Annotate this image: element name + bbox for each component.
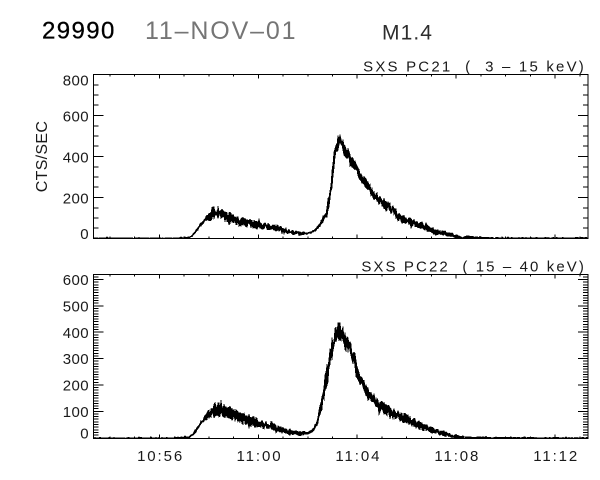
svg-text:200: 200: [63, 191, 89, 208]
svg-text:10:56: 10:56: [137, 448, 184, 465]
svg-text:SXS PC21 ( 3 – 15 keV): SXS PC21 ( 3 – 15 keV): [363, 59, 586, 76]
svg-text:0: 0: [80, 226, 89, 243]
svg-text:0: 0: [80, 426, 89, 443]
svg-text:CTS/SEC: CTS/SEC: [34, 121, 51, 192]
svg-text:200: 200: [63, 378, 89, 395]
svg-text:400: 400: [63, 150, 89, 167]
svg-text:M1.4: M1.4: [382, 22, 433, 45]
svg-text:29990: 29990: [42, 18, 116, 45]
svg-text:11:12: 11:12: [533, 448, 579, 465]
svg-text:500: 500: [63, 299, 89, 316]
svg-text:SXS PC22 ( 15 – 40 keV): SXS PC22 ( 15 – 40 keV): [361, 259, 586, 276]
svg-text:600: 600: [63, 109, 89, 126]
svg-text:11–NOV–01: 11–NOV–01: [145, 17, 297, 45]
svg-text:300: 300: [63, 351, 89, 368]
svg-text:400: 400: [63, 325, 89, 342]
svg-text:11:08: 11:08: [434, 448, 480, 465]
svg-text:100: 100: [63, 404, 89, 421]
svg-text:11:04: 11:04: [335, 448, 381, 465]
svg-text:11:00: 11:00: [237, 448, 283, 465]
svg-text:600: 600: [63, 272, 89, 289]
svg-text:800: 800: [63, 72, 89, 89]
